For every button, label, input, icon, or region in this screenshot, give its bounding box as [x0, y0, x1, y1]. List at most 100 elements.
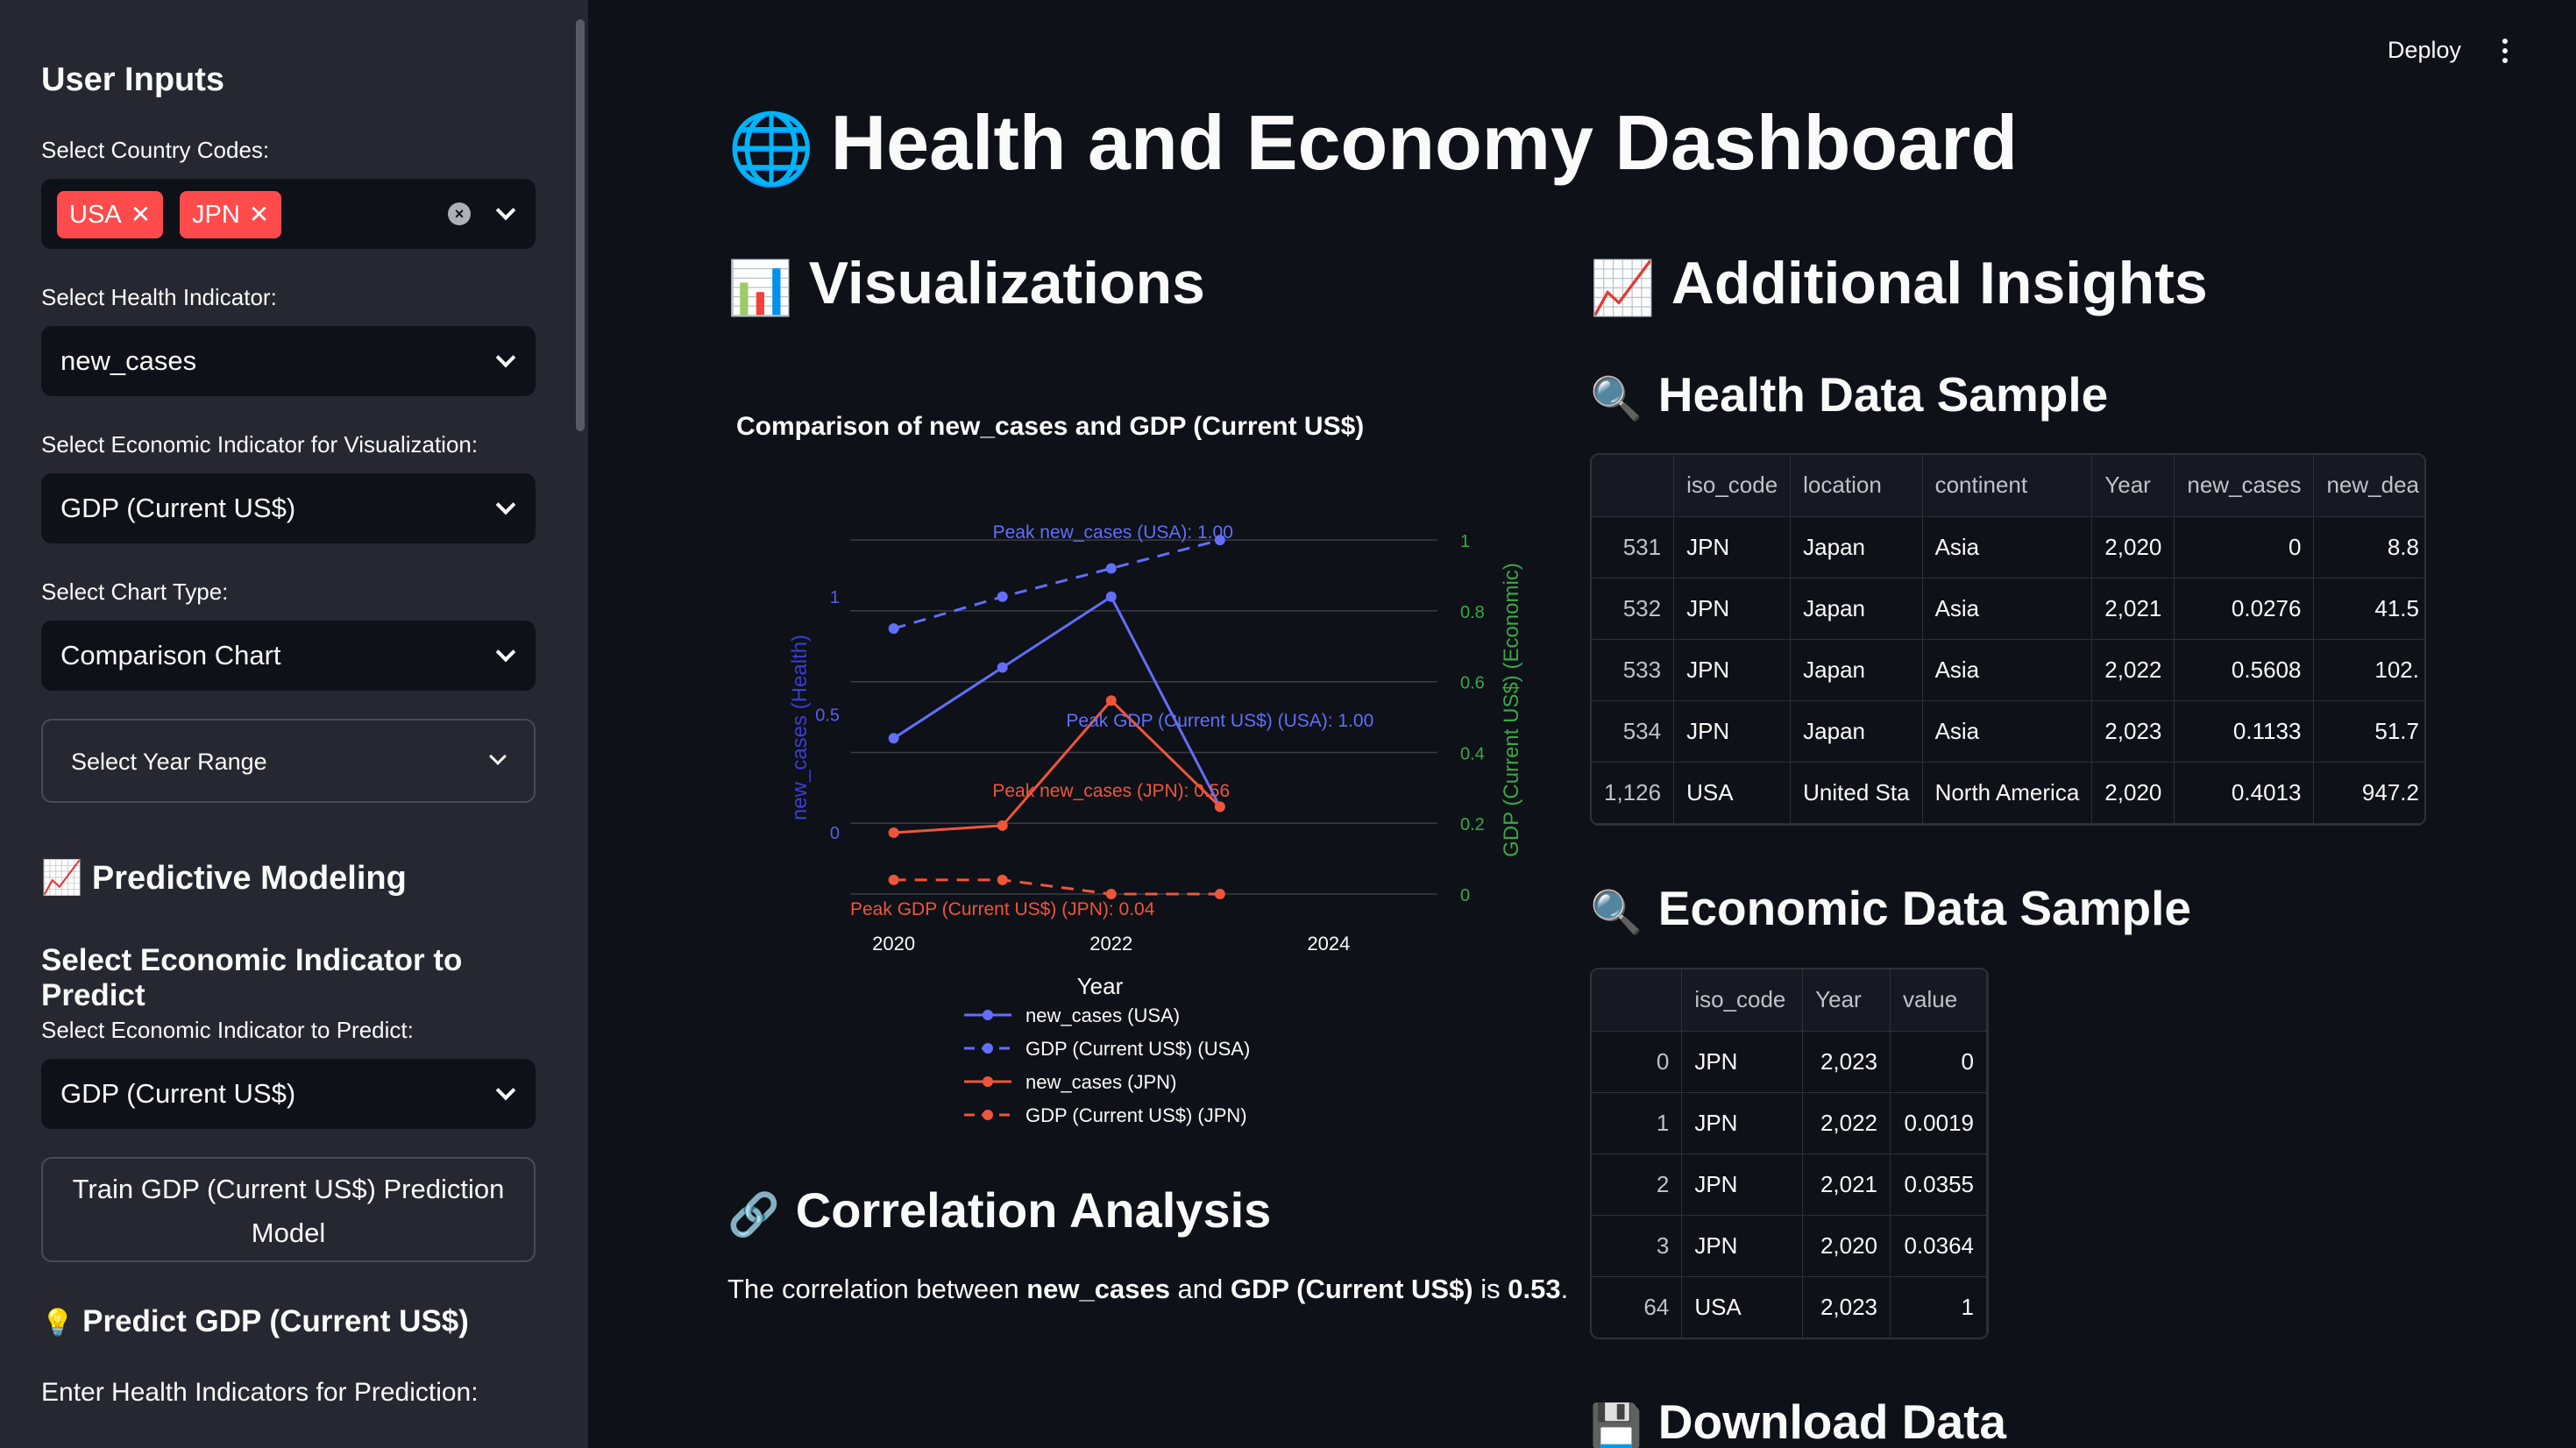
- table-cell[interactable]: JPN: [1673, 700, 1792, 763]
- table-cell[interactable]: 2: [1592, 1153, 1683, 1216]
- col-new-deaths[interactable]: new_dea: [2313, 455, 2424, 517]
- table-cell[interactable]: USA: [1681, 1276, 1804, 1338]
- table-cell[interactable]: 2,023: [1802, 1031, 1891, 1093]
- table-cell[interactable]: 2,021: [2091, 578, 2175, 640]
- table-cell[interactable]: JPN: [1673, 639, 1792, 701]
- table-cell[interactable]: 64: [1592, 1276, 1683, 1338]
- table-row[interactable]: 3 JPN 2,020 0.0364: [1592, 1215, 1987, 1277]
- table-cell[interactable]: 2,020: [1802, 1215, 1891, 1277]
- remove-tag-jpn-icon[interactable]: ✕: [248, 201, 270, 228]
- table-cell[interactable]: JPN: [1681, 1031, 1804, 1093]
- chevron-down-icon: [489, 748, 507, 765]
- table-cell[interactable]: 0.4013: [2174, 762, 2315, 824]
- table-cell[interactable]: Asia: [1922, 578, 2093, 640]
- table-cell[interactable]: 0.0355: [1890, 1153, 1987, 1216]
- col-continent[interactable]: continent: [1922, 455, 2093, 517]
- table-row[interactable]: 531 JPN Japan Asia 2,020 0 8.8: [1592, 516, 2424, 578]
- insights-title: Additional Insights: [1671, 250, 2208, 316]
- table-cell[interactable]: JPN: [1673, 516, 1792, 578]
- table-cell[interactable]: 2,022: [2091, 639, 2175, 701]
- table-cell[interactable]: Japan: [1790, 578, 1923, 640]
- table-cell[interactable]: JPN: [1681, 1215, 1804, 1277]
- table-cell[interactable]: 0.0364: [1890, 1215, 1987, 1277]
- table-cell[interactable]: USA: [1673, 762, 1792, 824]
- econ-select[interactable]: GDP (Current US$): [41, 473, 536, 543]
- year-range-expander[interactable]: Select Year Range: [41, 719, 536, 803]
- predict-select[interactable]: GDP (Current US$): [41, 1059, 536, 1129]
- table-row[interactable]: 2 JPN 2,021 0.0355: [1592, 1153, 1987, 1216]
- table-cell[interactable]: 2,020: [2091, 762, 2175, 824]
- clear-all-icon[interactable]: ×: [448, 202, 471, 225]
- table-row[interactable]: 1 JPN 2,022 0.0019: [1592, 1092, 1987, 1154]
- predict-label: Select Economic Indicator to Predict:: [41, 1017, 414, 1043]
- table-row[interactable]: 533 JPN Japan Asia 2,022 0.5608 102.: [1592, 639, 2424, 701]
- health-select[interactable]: new_cases: [41, 326, 536, 396]
- table-row[interactable]: 0 JPN 2,023 0: [1592, 1031, 1987, 1093]
- table-cell[interactable]: Japan: [1790, 639, 1923, 701]
- table-cell[interactable]: 0.5608: [2174, 639, 2315, 701]
- econ-data-table[interactable]: iso_code Year value 0 JPN 2,023 0 1 JPN 2,022 0…: [1590, 968, 1989, 1339]
- health-data-table[interactable]: iso_code location continent Year new_cas…: [1590, 453, 2426, 826]
- chart-type-select[interactable]: Comparison Chart: [41, 621, 536, 691]
- table-cell[interactable]: 0: [2174, 516, 2315, 578]
- lightbulb-icon: 💡: [41, 1309, 75, 1338]
- tag-jpn[interactable]: JPN ✕: [180, 191, 282, 238]
- col-location[interactable]: location: [1790, 455, 1923, 517]
- chevron-down-icon[interactable]: [495, 200, 516, 221]
- table-cell[interactable]: 0.0019: [1890, 1092, 1987, 1154]
- col-value[interactable]: value: [1890, 969, 1987, 1032]
- table-cell[interactable]: 532: [1592, 578, 1675, 640]
- table-cell[interactable]: 0: [1592, 1031, 1683, 1093]
- sidebar-scrollbar[interactable]: [576, 19, 585, 431]
- table-cell[interactable]: United Sta: [1790, 762, 1923, 824]
- table-cell[interactable]: 534: [1592, 700, 1675, 763]
- table-cell[interactable]: 2,021: [1802, 1153, 1891, 1216]
- col-index[interactable]: [1592, 455, 1675, 517]
- country-multiselect[interactable]: USA ✕ JPN ✕ ×: [41, 179, 536, 249]
- table-cell[interactable]: 41.5: [2313, 578, 2424, 640]
- table-cell[interactable]: Asia: [1922, 700, 2093, 763]
- table-cell[interactable]: 947.2: [2313, 762, 2424, 824]
- col-year[interactable]: Year: [1802, 969, 1891, 1032]
- table-cell[interactable]: 8.8: [2313, 516, 2424, 578]
- remove-tag-usa-icon[interactable]: ✕: [130, 201, 152, 228]
- corr-value: 0.53: [1508, 1274, 1561, 1304]
- col-index[interactable]: [1592, 969, 1683, 1032]
- table-cell[interactable]: JPN: [1681, 1092, 1804, 1154]
- table-cell[interactable]: 531: [1592, 516, 1675, 578]
- col-iso-code[interactable]: iso_code: [1681, 969, 1804, 1032]
- table-cell[interactable]: Asia: [1922, 516, 2093, 578]
- table-cell[interactable]: 0: [1890, 1031, 1987, 1093]
- main-menu-icon[interactable]: [2502, 39, 2509, 65]
- table-row[interactable]: 64 USA 2,023 1: [1592, 1276, 1987, 1338]
- tag-usa[interactable]: USA ✕: [57, 191, 164, 238]
- table-cell[interactable]: 1: [1890, 1276, 1987, 1338]
- table-row[interactable]: 534 JPN Japan Asia 2,023 0.1133 51.7: [1592, 700, 2424, 763]
- col-iso-code[interactable]: iso_code: [1673, 455, 1792, 517]
- table-cell[interactable]: 0.0276: [2174, 578, 2315, 640]
- table-cell[interactable]: 2,023: [2091, 700, 2175, 763]
- table-cell[interactable]: 2,020: [2091, 516, 2175, 578]
- table-cell[interactable]: Japan: [1790, 516, 1923, 578]
- table-cell[interactable]: 3: [1592, 1215, 1683, 1277]
- table-cell[interactable]: 51.7: [2313, 700, 2424, 763]
- col-new-cases[interactable]: new_cases: [2174, 455, 2315, 517]
- table-cell[interactable]: 533: [1592, 639, 1675, 701]
- table-cell[interactable]: JPN: [1673, 578, 1792, 640]
- corr-a: new_cases: [1026, 1274, 1170, 1304]
- table-cell[interactable]: 2,023: [1802, 1276, 1891, 1338]
- table-cell[interactable]: JPN: [1681, 1153, 1804, 1216]
- table-cell[interactable]: 102.: [2313, 639, 2424, 701]
- table-cell[interactable]: Asia: [1922, 639, 2093, 701]
- table-cell[interactable]: 1,126: [1592, 762, 1675, 824]
- deploy-button[interactable]: Deploy: [2388, 37, 2462, 63]
- table-row[interactable]: 1,126 USA United Sta North America 2,020 0.40…: [1592, 762, 2424, 824]
- table-cell[interactable]: 2,022: [1802, 1092, 1891, 1154]
- col-year[interactable]: Year: [2091, 455, 2175, 517]
- table-cell[interactable]: 0.1133: [2174, 700, 2315, 763]
- table-row[interactable]: 532 JPN Japan Asia 2,021 0.0276 41.5: [1592, 578, 2424, 640]
- table-cell[interactable]: 1: [1592, 1092, 1683, 1154]
- train-model-button[interactable]: Train GDP (Current US$) Prediction Model: [41, 1157, 536, 1262]
- table-cell[interactable]: North America: [1922, 762, 2093, 824]
- table-cell[interactable]: Japan: [1790, 700, 1923, 763]
